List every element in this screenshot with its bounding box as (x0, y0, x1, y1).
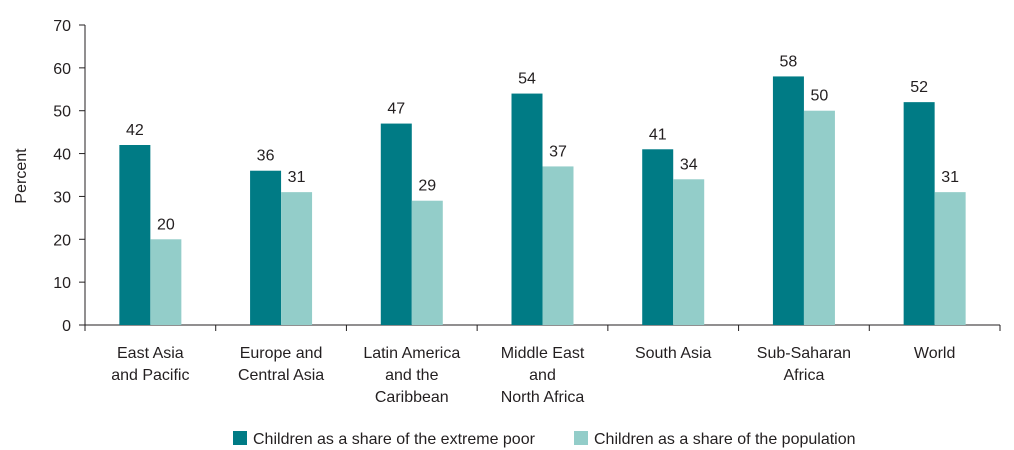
x-tick-label: Europe and (240, 345, 323, 362)
bars (119, 76, 966, 326)
x-tick-label: World (914, 345, 956, 362)
y-tick-label: 70 (53, 18, 71, 35)
x-tick-label: North Africa (501, 389, 585, 406)
bar-series-2 (803, 110, 835, 325)
data-label: 50 (811, 88, 829, 105)
legend-swatch-1 (233, 431, 247, 445)
y-axis-title: Percent (13, 148, 30, 204)
legend-label-2: Children as a share of the population (594, 431, 856, 448)
bar-series-2 (411, 200, 443, 325)
bar-series-1 (642, 149, 674, 325)
y-axis: 0 10 20 30 40 50 60 70 (53, 18, 86, 335)
x-tick-label: Middle East (501, 345, 585, 362)
y-tick-label: 30 (53, 189, 71, 206)
legend: Children as a share of the extreme poor C… (233, 431, 856, 448)
bar-series-1 (250, 170, 282, 325)
data-label: 31 (288, 169, 306, 186)
y-tick-label: 40 (53, 147, 71, 164)
bar-series-1 (380, 123, 412, 325)
bar-series-1 (903, 102, 935, 326)
data-labels: 42 36 47 54 41 58 52 20 31 29 37 34 50 31 (126, 53, 959, 233)
data-label: 52 (910, 79, 928, 96)
data-label: 34 (680, 156, 698, 173)
y-tick-label: 60 (53, 61, 71, 78)
x-tick-label: and the (385, 367, 438, 384)
bar-series-2 (934, 192, 966, 325)
y-tick-label: 0 (62, 318, 71, 335)
bar-series-2 (673, 179, 705, 325)
data-label: 54 (518, 71, 536, 88)
x-tick-label: East Asia (117, 345, 184, 362)
data-label: 29 (418, 178, 436, 195)
data-label: 58 (780, 53, 798, 70)
x-tick-label: Africa (783, 367, 824, 384)
bar-series-2 (281, 192, 313, 325)
x-tick-label: and (529, 367, 556, 384)
x-tick-label: Central Asia (238, 367, 324, 384)
x-tick-label: Caribbean (375, 389, 449, 406)
y-tick-label: 50 (53, 104, 71, 121)
x-tick-label: South Asia (635, 345, 712, 362)
x-tick-label: Latin America (363, 345, 460, 362)
data-label: 37 (549, 143, 567, 160)
bar-series-2 (542, 166, 574, 325)
data-label: 41 (649, 126, 667, 143)
bar-series-1 (119, 145, 151, 325)
data-label: 20 (157, 216, 175, 233)
data-label: 42 (126, 122, 144, 139)
data-label: 36 (257, 148, 275, 165)
x-tick-label: Sub-Saharan (757, 345, 851, 362)
data-label: 31 (941, 169, 959, 186)
legend-label-1: Children as a share of the extreme poor (253, 431, 536, 448)
bar-series-1 (511, 93, 543, 325)
y-tick-label: 20 (53, 232, 71, 249)
x-axis (84, 324, 1001, 331)
x-tick-label: and Pacific (111, 367, 189, 384)
bar-series-1 (772, 76, 804, 325)
legend-swatch-2 (574, 431, 588, 445)
data-label: 47 (387, 101, 405, 118)
bar-series-2 (150, 239, 182, 325)
y-tick-label: 10 (53, 275, 71, 292)
category-labels: East Asia and Pacific Europe and Central As… (111, 345, 955, 406)
